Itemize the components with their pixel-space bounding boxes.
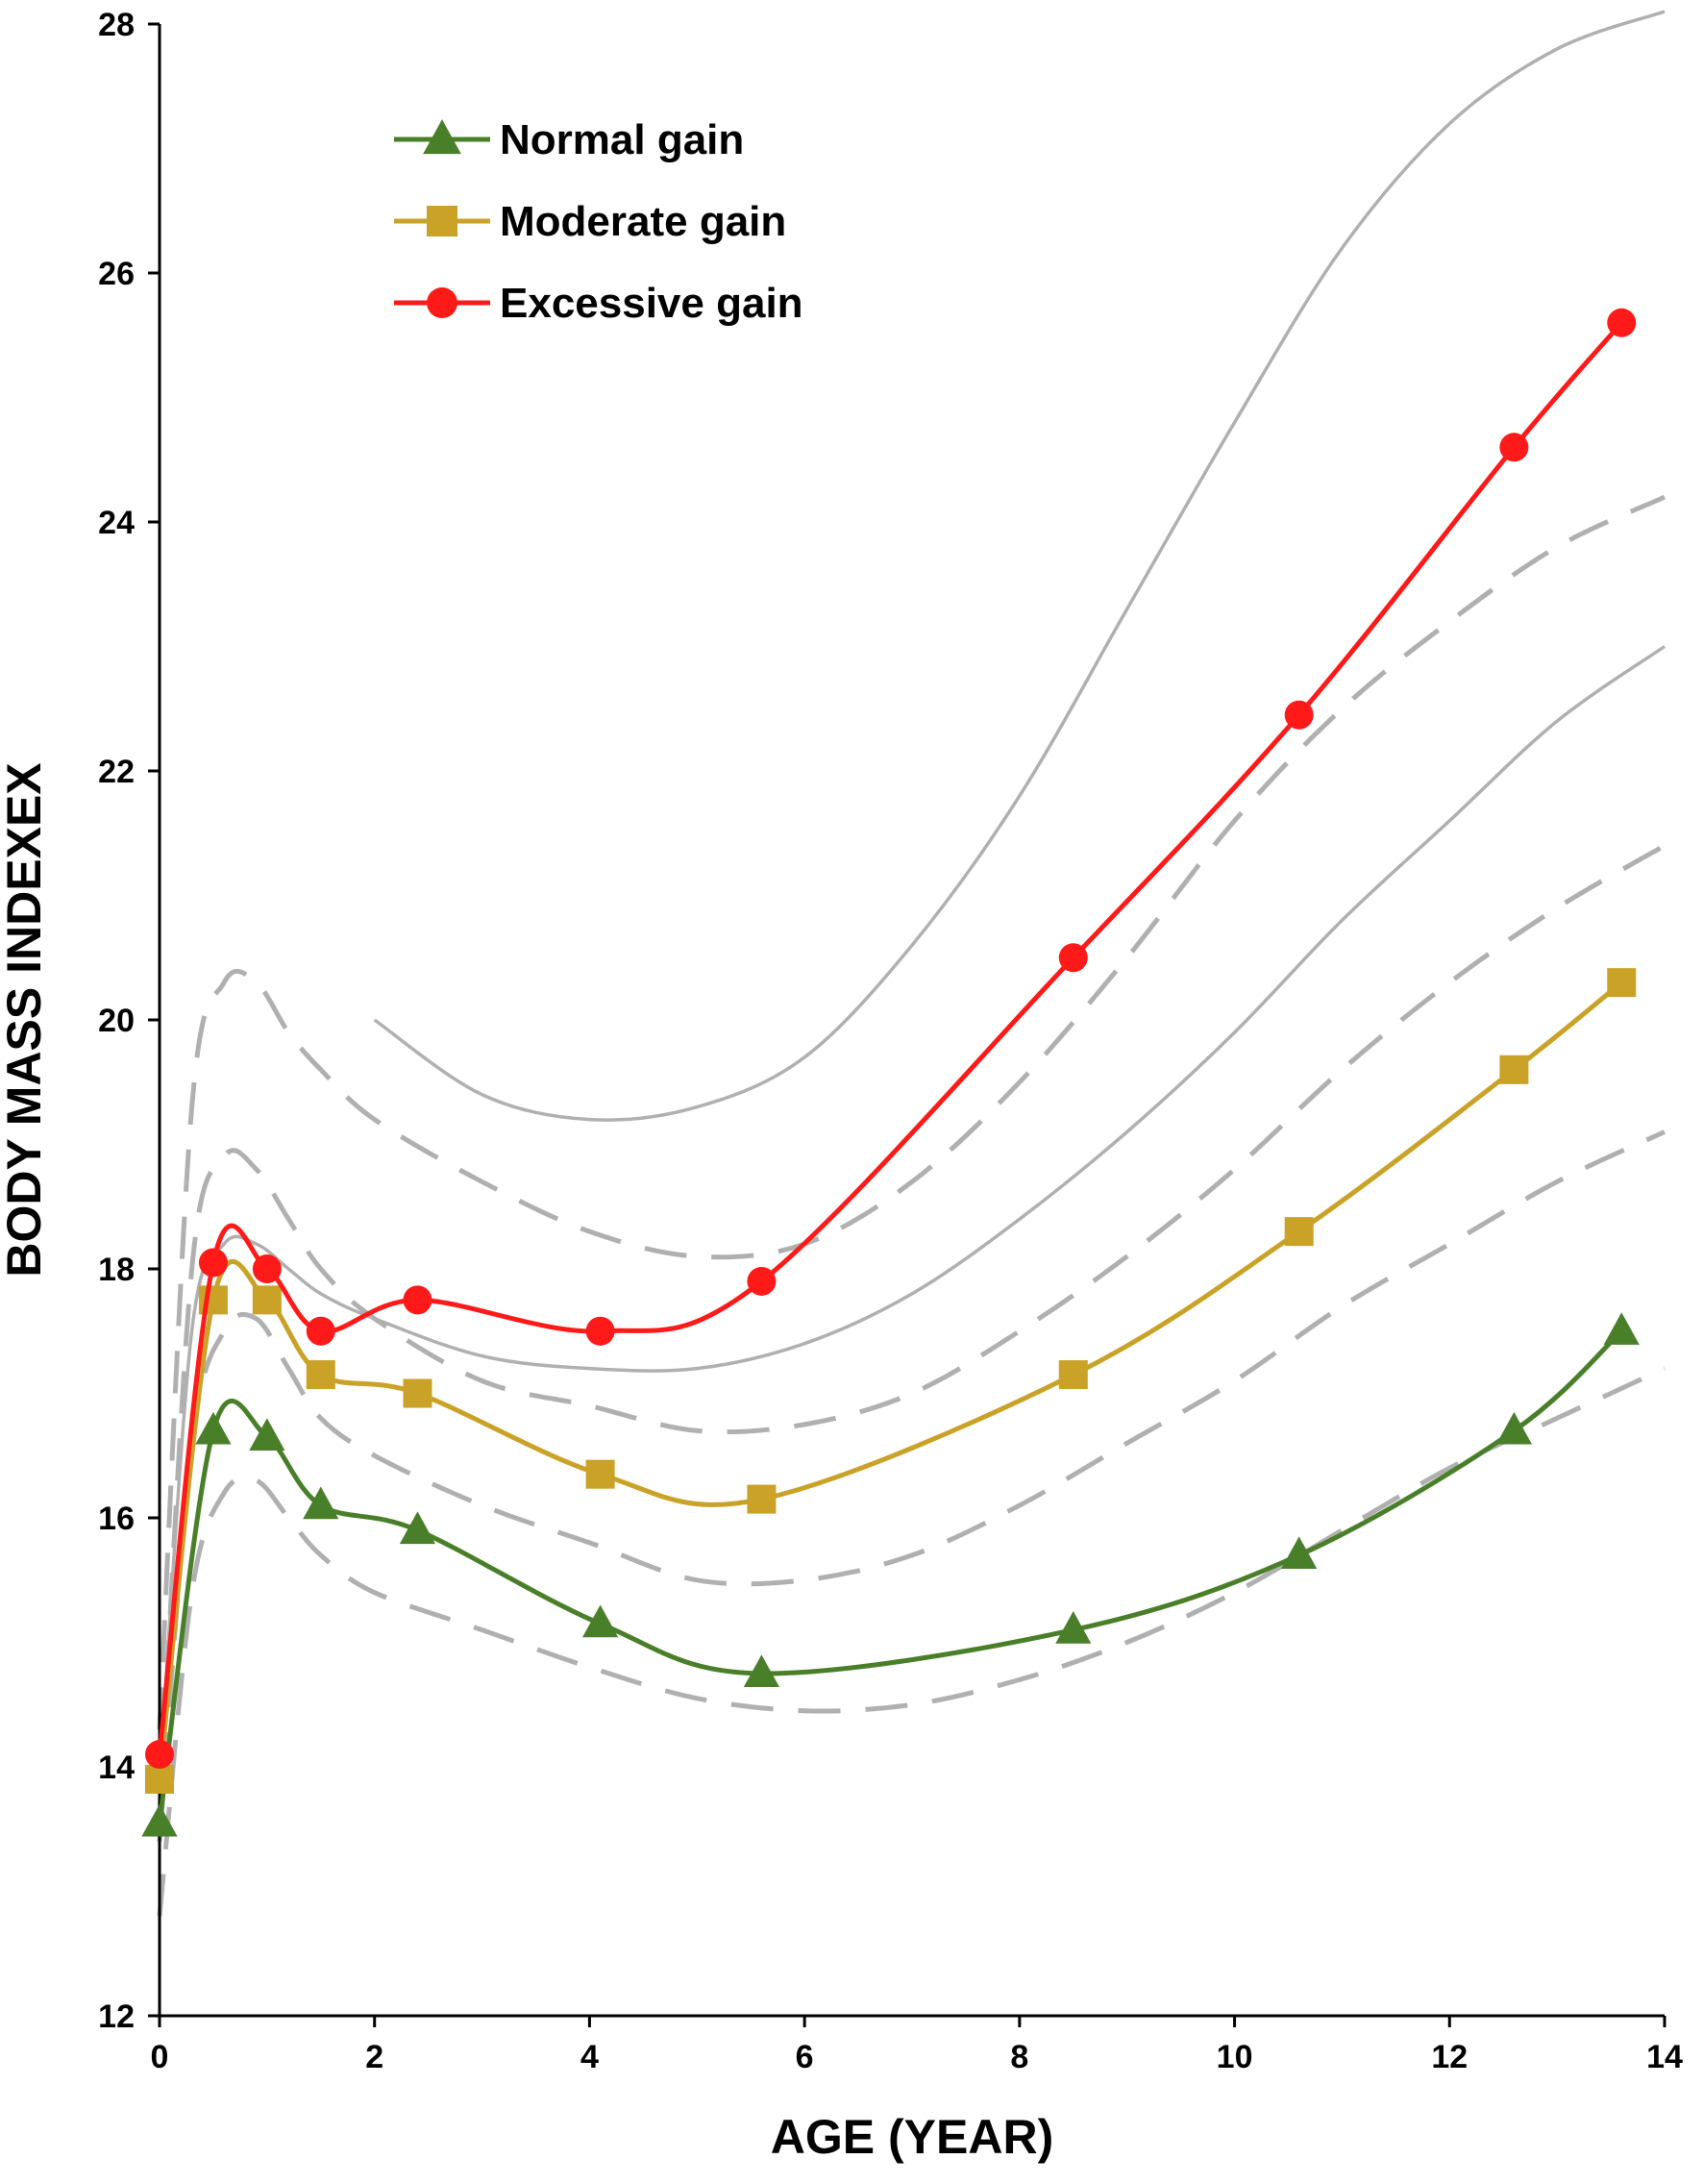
data-point (747, 1484, 777, 1514)
data-series (141, 308, 1640, 1837)
data-point (1284, 1217, 1314, 1247)
x-tick-label: 2 (365, 2039, 383, 2075)
reference-curve-3 (158, 645, 1666, 1780)
legend-marker (427, 206, 457, 236)
axes (158, 24, 1665, 2018)
x-axis-title: AGE (YEAR) (771, 2110, 1053, 2164)
legend-label: Moderate gain (500, 198, 786, 245)
y-tick-label: 14 (98, 1750, 135, 1786)
legend-label: Normal gain (500, 116, 744, 163)
y-tick-label: 24 (98, 505, 135, 541)
data-point (1607, 308, 1637, 337)
data-point (585, 1459, 615, 1489)
legend-item: Normal gain (394, 116, 744, 163)
legend-item: Moderate gain (394, 198, 786, 245)
legend-marker (427, 287, 457, 318)
data-point (1284, 700, 1314, 730)
y-tick-label: 22 (98, 754, 135, 790)
data-point (145, 1764, 174, 1794)
legend-item: Excessive gain (394, 280, 803, 327)
data-point (403, 1378, 432, 1408)
data-point (1603, 1312, 1640, 1345)
data-point (249, 1418, 285, 1451)
y-tick-label: 20 (98, 1003, 135, 1039)
reference-curve-4 (157, 843, 1666, 1817)
data-point (252, 1254, 282, 1283)
x-tick-label: 6 (796, 2039, 814, 2075)
y-axis-title: BODY MASS INDEXEX (0, 762, 51, 1277)
reference-curve-1 (373, 10, 1666, 1122)
y-tick-label: 26 (98, 256, 135, 292)
y-tick-label: 18 (98, 1252, 135, 1288)
data-point (306, 1316, 335, 1346)
data-point (1055, 1611, 1092, 1644)
reference-curve-2 (157, 494, 1666, 1730)
data-point (747, 1266, 777, 1296)
data-point (1058, 943, 1088, 973)
x-tick-label: 0 (151, 2039, 169, 2075)
y-tick-label: 16 (98, 1501, 135, 1537)
data-point (585, 1316, 615, 1346)
legend-label: Excessive gain (500, 280, 803, 327)
y-tick-label: 12 (98, 1998, 135, 2035)
data-point (306, 1360, 335, 1390)
data-point (403, 1285, 432, 1315)
legend: Normal gain Moderate gain Excessive gain (394, 116, 803, 327)
data-point (1499, 1055, 1529, 1084)
x-tick-label: 12 (1431, 2039, 1468, 2075)
reference-curve-5 (157, 1129, 1666, 1842)
series-triangle (141, 1312, 1640, 1837)
series-line (157, 980, 1623, 1780)
series-line (157, 1328, 1623, 1824)
data-point (198, 1248, 228, 1278)
data-point (1499, 433, 1529, 462)
data-point (252, 1285, 282, 1315)
y-tick-label: 28 (98, 7, 135, 43)
data-point (399, 1511, 436, 1545)
x-tick-label: 10 (1217, 2039, 1253, 2075)
data-point (141, 1803, 178, 1837)
series-square (145, 968, 1637, 1794)
data-point (1281, 1536, 1318, 1570)
data-point (582, 1604, 619, 1638)
data-point (195, 1411, 232, 1445)
series-line (157, 321, 1624, 1755)
data-point (1058, 1360, 1088, 1390)
data-point (145, 1740, 174, 1770)
legend-marker (423, 119, 461, 155)
x-tick-label: 8 (1010, 2039, 1028, 2075)
reference-curve-6 (157, 1366, 1666, 1917)
series-circle (145, 308, 1637, 1770)
data-point (743, 1654, 779, 1688)
data-point (1607, 968, 1637, 998)
x-tick-label: 14 (1646, 2039, 1683, 2075)
x-tick-label: 4 (580, 2039, 599, 2075)
data-point (303, 1486, 339, 1520)
reference-curves (157, 10, 1666, 1917)
data-point (1495, 1411, 1532, 1445)
